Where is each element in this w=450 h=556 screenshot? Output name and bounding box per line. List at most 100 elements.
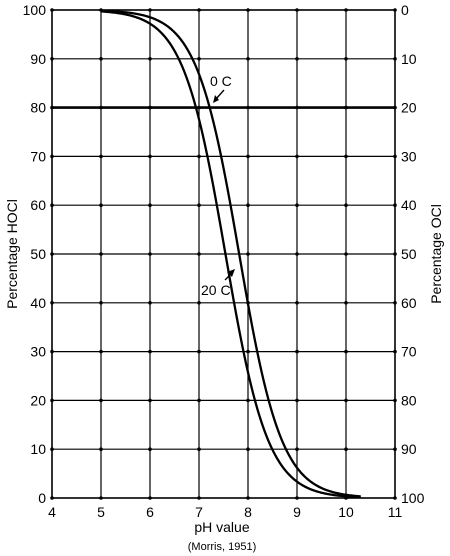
grid-dot: [197, 57, 201, 61]
y-tick-label-right: 60: [401, 295, 417, 311]
grid-dot: [344, 57, 348, 61]
annotations: 0 C 20 C: [201, 73, 235, 298]
x-tick-label: 4: [48, 504, 56, 520]
grid-dot: [344, 105, 348, 110]
y-tick-label-left: 80: [30, 100, 46, 116]
series-line-20c: [100, 10, 361, 499]
x-tick-label: 9: [293, 504, 301, 520]
y-tick-label-right: 0: [401, 2, 409, 18]
grid-dot: [197, 154, 201, 159]
y-tick-label-left: 50: [30, 246, 46, 262]
grid-dot: [148, 252, 152, 256]
grid-dot: [148, 154, 152, 159]
grid-dot: [246, 57, 250, 61]
grid-dot: [295, 398, 299, 403]
plot-border: [51, 9, 396, 499]
grid-dot: [246, 154, 250, 159]
y-tick-label-right: 90: [401, 441, 417, 457]
y-tick-label-right: 80: [401, 392, 417, 408]
x-tick-label: 5: [97, 504, 105, 520]
y-tick-label-right: 30: [401, 148, 417, 164]
y-tick-label-right: 100: [401, 490, 425, 506]
grid-dot: [148, 57, 152, 61]
plot-frame: [51, 9, 396, 499]
x-axis-title: pH value: [194, 519, 249, 535]
grid-dot: [99, 203, 103, 207]
x-tick-label: 6: [146, 504, 154, 520]
grid-dot: [148, 398, 152, 403]
series-lines: [100, 9, 361, 499]
grid-dot: [99, 105, 103, 110]
source-note: (Morris, 1951): [188, 541, 256, 553]
grid-dot: [295, 349, 299, 354]
x-tick-label: 7: [195, 504, 203, 520]
grid-dot: [197, 105, 201, 110]
series-line-0c: [100, 9, 361, 498]
grid-dot: [197, 203, 201, 207]
y-tick-label-right: 10: [401, 51, 417, 67]
grid-dot: [99, 301, 103, 305]
y-axis-title-right: Percentage OCl: [428, 204, 444, 304]
grid-dot: [197, 398, 201, 403]
grid-dot: [344, 301, 348, 305]
grid-dot: [295, 301, 299, 305]
grid-dot: [99, 57, 103, 61]
y-tick-label-left: 10: [30, 441, 46, 457]
y-tick-label-left: 60: [30, 197, 46, 213]
annotation-20c: 20 C: [201, 282, 231, 298]
grid-dot: [197, 301, 201, 305]
grid-dot: [148, 447, 152, 452]
grid-dot: [246, 203, 250, 207]
annotation-0c-arrowhead: [213, 95, 219, 103]
y-tick-label-left: 40: [30, 295, 46, 311]
x-tick-label: 11: [388, 504, 403, 520]
annotation-0c: 0 C: [210, 73, 232, 89]
grid-dot: [246, 105, 250, 110]
grid-dot: [246, 447, 250, 452]
annotation-20c-arrowhead: [227, 269, 235, 277]
grid-dot: [295, 447, 299, 452]
y-tick-label-left: 90: [30, 51, 46, 67]
y-tick-label-left: 20: [30, 392, 46, 408]
grid-dot: [99, 154, 103, 159]
grid-dot: [295, 57, 299, 61]
x-tick-label: 8: [244, 504, 252, 520]
grid-dot: [295, 203, 299, 207]
y-tick-label-right: 20: [401, 100, 417, 116]
y-tick-label-left: 0: [38, 490, 46, 506]
grid-dot: [99, 398, 103, 403]
y-tick-label-left: 30: [30, 344, 46, 360]
grid-dot: [246, 398, 250, 403]
grid-dot: [295, 252, 299, 256]
y-axis-title-left: Percentage HOCl: [4, 199, 20, 309]
annotation-0c-arrow: [215, 89, 225, 100]
grid-dot: [344, 154, 348, 159]
grid-dot: [99, 252, 103, 256]
grid-dot: [344, 349, 348, 354]
y-tick-label-left: 70: [30, 148, 46, 164]
grid-dot: [344, 203, 348, 207]
grid-dot: [344, 447, 348, 452]
grid-dot: [148, 301, 152, 305]
grid-dot: [148, 349, 152, 354]
grid-dot: [344, 398, 348, 403]
grid-dot: [148, 105, 152, 110]
y-tick-label-right: 50: [401, 246, 417, 262]
x-tick-label: 10: [338, 504, 354, 520]
y-tick-label-right: 70: [401, 344, 417, 360]
grid-dot: [99, 349, 103, 354]
grid-dot: [148, 203, 152, 207]
grid-dot: [295, 105, 299, 110]
y-tick-label-left: 100: [23, 2, 47, 18]
y-tick-label-right: 40: [401, 197, 417, 213]
grid: [50, 8, 397, 500]
grid-dot: [295, 154, 299, 159]
grid-dot: [246, 349, 250, 354]
grid-dot: [99, 447, 103, 452]
grid-dot: [344, 252, 348, 256]
grid-dot: [197, 447, 201, 452]
grid-dot: [246, 252, 250, 256]
